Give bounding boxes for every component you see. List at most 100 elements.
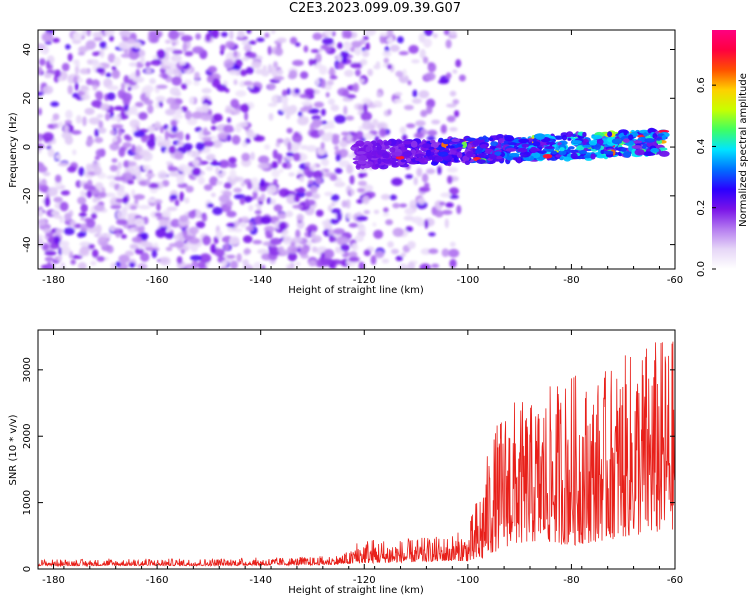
noise-blob bbox=[305, 191, 313, 198]
noise-blob bbox=[443, 30, 450, 36]
noise-blob bbox=[287, 141, 292, 152]
noise-blob bbox=[362, 120, 373, 131]
noise-blob bbox=[55, 228, 65, 234]
noise-blob bbox=[94, 182, 104, 191]
signal-blob bbox=[387, 140, 392, 145]
signal-blob bbox=[414, 153, 425, 158]
noise-blob bbox=[133, 41, 142, 49]
noise-blob bbox=[52, 113, 60, 121]
signal-blob bbox=[429, 139, 436, 144]
noise-blob bbox=[287, 252, 298, 262]
noise-blob bbox=[97, 236, 109, 247]
noise-blob bbox=[72, 31, 83, 41]
noise-blob bbox=[428, 248, 439, 254]
noise-blob bbox=[375, 61, 381, 67]
noise-blob bbox=[119, 30, 132, 37]
noise-blob bbox=[86, 30, 91, 37]
signal-blob bbox=[506, 155, 514, 161]
noise-blob bbox=[202, 235, 212, 246]
noise-blob bbox=[251, 60, 262, 69]
signal-blob bbox=[590, 153, 596, 160]
noise-blob bbox=[308, 108, 320, 114]
noise-blob bbox=[38, 66, 43, 75]
snr-y-label: SNR (10 * v/v) bbox=[8, 414, 19, 485]
noise-blob bbox=[70, 130, 82, 135]
noise-blob bbox=[113, 176, 125, 181]
noise-blob bbox=[127, 86, 132, 91]
noise-blob bbox=[64, 212, 72, 222]
noise-blob bbox=[138, 149, 151, 157]
noise-blob bbox=[320, 258, 333, 266]
signal-blob bbox=[644, 138, 656, 143]
snr-y-tick-label: 1000 bbox=[22, 490, 33, 515]
signal-blob bbox=[480, 152, 487, 159]
spectrogram-y-tick-label: 20 bbox=[22, 92, 33, 105]
noise-blob bbox=[197, 261, 206, 269]
noise-blob bbox=[242, 235, 253, 244]
noise-blob bbox=[236, 253, 242, 263]
noise-blob bbox=[349, 188, 355, 196]
noise-blob bbox=[111, 124, 124, 129]
noise-blob bbox=[44, 72, 52, 79]
noise-blob bbox=[137, 263, 148, 269]
noise-blob bbox=[361, 50, 370, 58]
noise-blob bbox=[155, 135, 164, 143]
noise-blob bbox=[47, 148, 55, 158]
signal-blob bbox=[488, 137, 494, 141]
noise-blob bbox=[54, 69, 61, 78]
noise-blob bbox=[413, 177, 418, 186]
noise-blob bbox=[278, 188, 290, 198]
noise-blob bbox=[77, 232, 84, 238]
noise-blob bbox=[162, 137, 171, 148]
noise-blob bbox=[143, 84, 154, 93]
noise-blob bbox=[80, 203, 88, 213]
noise-blob bbox=[67, 166, 77, 173]
noise-blob bbox=[92, 84, 98, 91]
noise-blob bbox=[128, 62, 138, 67]
signal-blob bbox=[544, 146, 555, 149]
noise-blob bbox=[428, 232, 436, 237]
noise-blob bbox=[350, 62, 362, 69]
signal-blob bbox=[445, 145, 455, 149]
snr-x-ticks: -180 -160 -140 -120 -100 -80 -60 bbox=[37, 330, 683, 586]
noise-blob bbox=[323, 248, 335, 259]
snr-x-tick-label: -140 bbox=[249, 575, 272, 586]
signal-blob bbox=[645, 152, 656, 156]
noise-blob bbox=[223, 124, 234, 134]
noise-blob bbox=[180, 248, 185, 255]
noise-blob bbox=[42, 85, 54, 95]
noise-blob bbox=[38, 136, 43, 142]
noise-blob bbox=[238, 121, 249, 128]
noise-blob bbox=[294, 88, 300, 94]
noise-blob bbox=[189, 96, 195, 105]
noise-blob bbox=[273, 204, 283, 212]
signal-blob bbox=[507, 142, 517, 146]
noise-blob bbox=[320, 142, 325, 150]
signal-blob bbox=[532, 141, 541, 147]
noise-blob bbox=[94, 128, 99, 138]
noise-blob bbox=[226, 210, 237, 218]
noise-blob bbox=[133, 164, 141, 173]
noise-blob bbox=[389, 194, 397, 201]
noise-blob bbox=[261, 264, 266, 269]
noise-blob bbox=[266, 197, 272, 205]
noise-blob bbox=[41, 243, 50, 251]
signal-blob bbox=[559, 147, 565, 152]
noise-blob bbox=[246, 30, 252, 34]
noise-blob bbox=[235, 90, 247, 97]
noise-blob bbox=[182, 229, 188, 238]
noise-blob bbox=[71, 254, 83, 259]
signal-blob bbox=[393, 151, 402, 157]
noise-blob bbox=[407, 80, 412, 86]
noise-blob bbox=[148, 182, 159, 189]
noise-blob bbox=[324, 191, 333, 197]
noise-blob bbox=[299, 71, 309, 79]
spectrogram-x-tick-label: -140 bbox=[249, 275, 272, 286]
noise-blob bbox=[286, 88, 291, 95]
noise-blob bbox=[99, 191, 107, 198]
noise-blob bbox=[148, 247, 160, 252]
noise-blob bbox=[190, 254, 202, 261]
noise-blob bbox=[424, 219, 429, 229]
colorbar: 0.0 0.2 0.4 0.6 Normalized spectral amplitu… bbox=[696, 30, 749, 277]
noise-blob bbox=[109, 225, 116, 232]
